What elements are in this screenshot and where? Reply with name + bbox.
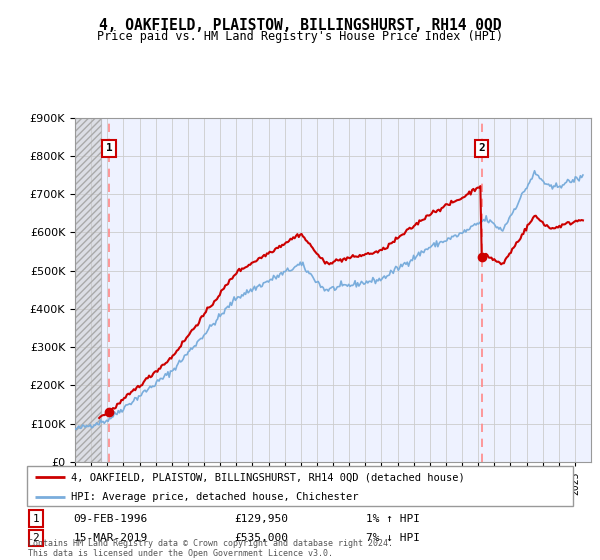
Text: 7% ↓ HPI: 7% ↓ HPI: [365, 533, 419, 543]
Bar: [75, 118, 101, 462]
Text: £535,000: £535,000: [235, 533, 289, 543]
Text: 4, OAKFIELD, PLAISTOW, BILLINGSHURST, RH14 0QD (detached house): 4, OAKFIELD, PLAISTOW, BILLINGSHURST, RH…: [71, 472, 464, 482]
Text: 1% ↑ HPI: 1% ↑ HPI: [365, 514, 419, 524]
Text: 2: 2: [478, 143, 485, 153]
Text: £129,950: £129,950: [235, 514, 289, 524]
Bar: [75, 118, 101, 462]
Text: 1: 1: [106, 143, 112, 153]
Text: Price paid vs. HM Land Registry's House Price Index (HPI): Price paid vs. HM Land Registry's House …: [97, 30, 503, 43]
Text: HPI: Average price, detached house, Chichester: HPI: Average price, detached house, Chic…: [71, 492, 358, 502]
Text: 15-MAR-2019: 15-MAR-2019: [73, 533, 148, 543]
FancyBboxPatch shape: [27, 466, 573, 506]
Text: 4, OAKFIELD, PLAISTOW, BILLINGSHURST, RH14 0QD: 4, OAKFIELD, PLAISTOW, BILLINGSHURST, RH…: [99, 18, 501, 33]
Text: 2: 2: [32, 533, 39, 543]
Text: 09-FEB-1996: 09-FEB-1996: [73, 514, 148, 524]
Text: Contains HM Land Registry data © Crown copyright and database right 2024.
This d: Contains HM Land Registry data © Crown c…: [28, 539, 393, 558]
Text: 1: 1: [32, 514, 39, 524]
